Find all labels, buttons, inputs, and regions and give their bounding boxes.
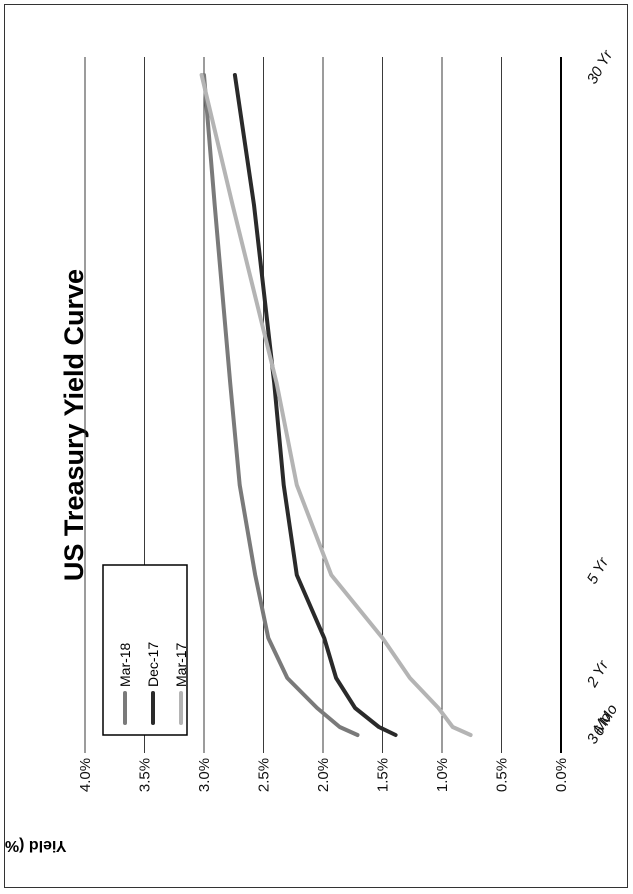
series-line-mar-17 [199, 73, 473, 737]
legend-box [102, 564, 188, 736]
series-line-mar-18 [202, 73, 360, 737]
y-tick-label: 1.0% [434, 758, 451, 792]
gridlines [84, 57, 562, 753]
legend-label: Dec-17 [145, 642, 161, 687]
y-tick-label: 1.5% [375, 758, 392, 792]
legend-label: Mar-17 [173, 642, 189, 687]
x-tick-label: 2 Yr [583, 657, 612, 691]
y-tick-label: 3.5% [137, 758, 154, 792]
chart-frame: US Treasury Yield Curve Yield (%) 0.0% 0.… [4, 4, 628, 888]
series-lines [199, 73, 473, 737]
y-axis-label: Yield (%) [5, 837, 66, 854]
y-tick-label: 2.0% [315, 758, 332, 792]
series-line-dec-17 [232, 73, 398, 737]
yield-curve-chart: US Treasury Yield Curve Yield (%) 0.0%0.… [5, 47, 621, 854]
y-tick-label: 2.5% [256, 758, 273, 792]
legend-label: Mar-18 [117, 642, 133, 687]
x-tick-label: 5 Yr [584, 554, 613, 587]
y-tick-label: 0.5% [494, 758, 511, 792]
legend: Mar-18 Dec-17 Mar-17 [102, 564, 189, 736]
y-tick-label: 3.0% [196, 758, 213, 792]
x-tick-label: 30 Yr [584, 47, 617, 87]
y-tick-labels: 0.0% 0.5% 1.0% 1.5% 2.0% 2.5% 3.0% 3.5% 4.0% [77, 758, 570, 792]
y-tick-label: 4.0% [77, 758, 94, 792]
chart-title: US Treasury Yield Curve [59, 269, 89, 581]
y-tick-label: 0.0% [553, 758, 570, 792]
